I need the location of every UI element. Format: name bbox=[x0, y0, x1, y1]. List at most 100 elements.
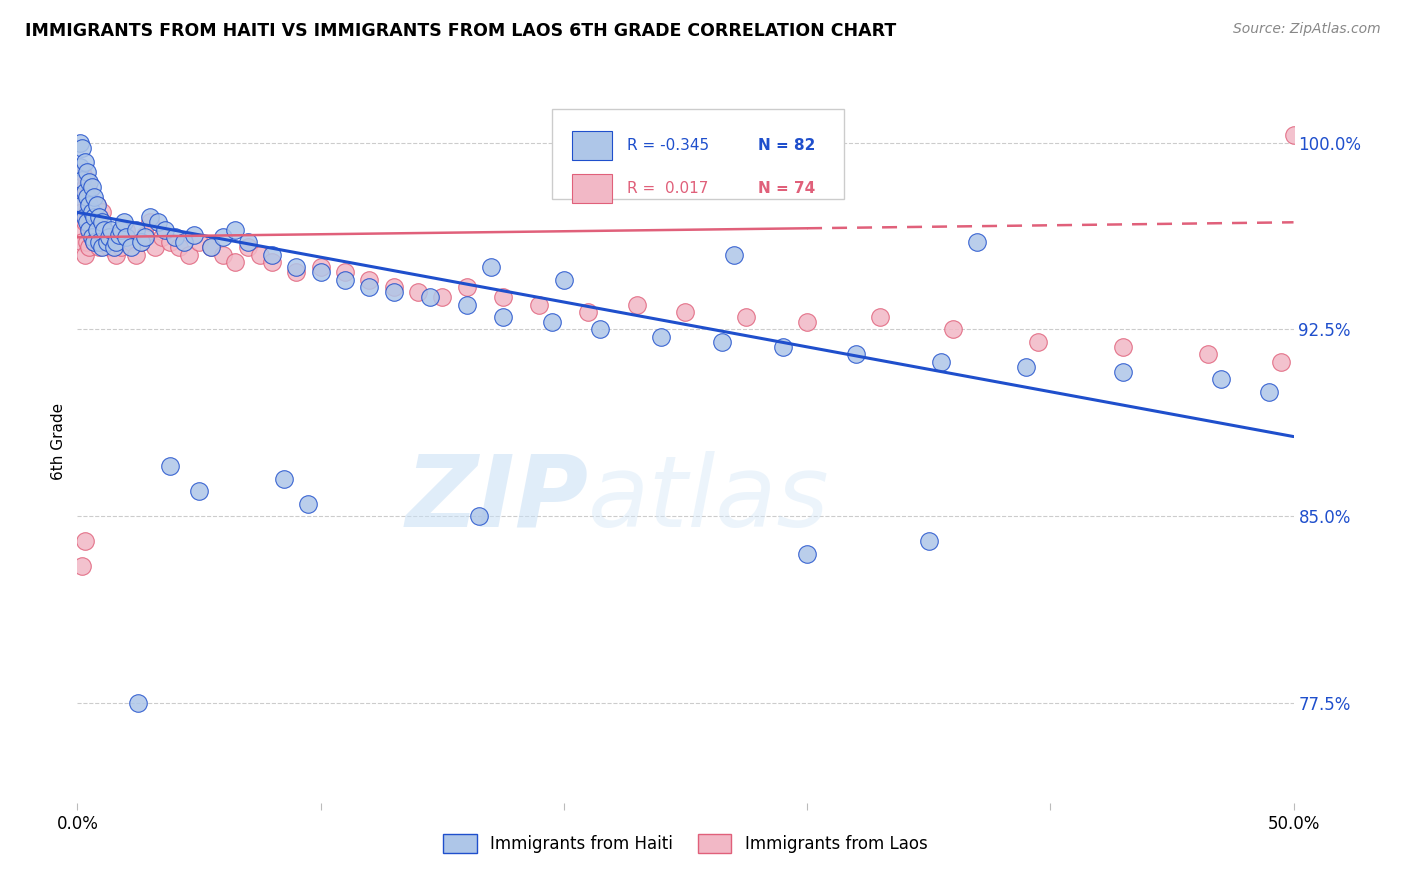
Point bbox=[134, 230, 156, 244]
Point bbox=[79, 198, 101, 212]
Point bbox=[845, 347, 868, 361]
Point bbox=[1026, 334, 1049, 349]
Point bbox=[107, 230, 129, 244]
Point bbox=[224, 255, 246, 269]
Point bbox=[73, 215, 96, 229]
Point bbox=[200, 240, 222, 254]
Point bbox=[333, 272, 356, 286]
Point bbox=[139, 211, 162, 225]
Point bbox=[333, 265, 356, 279]
Point bbox=[76, 235, 98, 250]
Text: R =  0.017: R = 0.017 bbox=[627, 181, 709, 196]
Point bbox=[419, 290, 441, 304]
Point bbox=[273, 472, 295, 486]
Point bbox=[76, 215, 98, 229]
Point bbox=[79, 240, 101, 254]
Point bbox=[86, 230, 108, 244]
Point bbox=[179, 248, 201, 262]
Point bbox=[100, 223, 122, 237]
Point bbox=[249, 248, 271, 262]
Text: N = 74: N = 74 bbox=[758, 181, 815, 196]
Point bbox=[69, 190, 91, 204]
Point bbox=[529, 297, 551, 311]
Point bbox=[430, 290, 453, 304]
Point bbox=[70, 165, 93, 179]
Point bbox=[110, 240, 132, 254]
Point bbox=[69, 161, 91, 175]
Point bbox=[1112, 340, 1135, 354]
Point bbox=[86, 198, 108, 212]
Point bbox=[97, 240, 120, 254]
Point bbox=[467, 509, 489, 524]
Point bbox=[183, 227, 205, 242]
Y-axis label: 6th Grade: 6th Grade bbox=[51, 403, 66, 480]
Point bbox=[105, 248, 128, 262]
Point bbox=[456, 297, 478, 311]
Point bbox=[200, 240, 222, 254]
Point bbox=[359, 280, 381, 294]
Point bbox=[112, 215, 135, 229]
Text: IMMIGRANTS FROM HAITI VS IMMIGRANTS FROM LAOS 6TH GRADE CORRELATION CHART: IMMIGRANTS FROM HAITI VS IMMIGRANTS FROM… bbox=[25, 22, 897, 40]
Point bbox=[96, 235, 118, 250]
Point bbox=[796, 547, 818, 561]
Point bbox=[90, 240, 112, 254]
Point bbox=[796, 315, 818, 329]
Point bbox=[152, 230, 174, 244]
Point bbox=[73, 186, 96, 200]
Point bbox=[1282, 128, 1305, 142]
Point bbox=[86, 198, 108, 212]
Point bbox=[80, 205, 103, 219]
Point bbox=[76, 165, 98, 179]
Point bbox=[589, 322, 612, 336]
Text: N = 82: N = 82 bbox=[758, 137, 815, 153]
Point bbox=[173, 235, 195, 250]
Point bbox=[236, 240, 259, 254]
Point bbox=[626, 297, 648, 311]
Point bbox=[188, 235, 211, 250]
Point bbox=[83, 190, 105, 204]
Point bbox=[73, 211, 96, 225]
Point bbox=[929, 355, 952, 369]
Point bbox=[73, 248, 96, 262]
Point bbox=[492, 290, 515, 304]
Point bbox=[966, 235, 988, 250]
Point bbox=[723, 248, 745, 262]
Point bbox=[143, 240, 166, 254]
Point bbox=[70, 140, 93, 154]
Point bbox=[188, 484, 211, 499]
Text: ZIP: ZIP bbox=[405, 450, 588, 548]
Point bbox=[76, 190, 98, 204]
Point bbox=[127, 696, 149, 710]
Point bbox=[73, 155, 96, 169]
Point bbox=[103, 240, 125, 254]
Point bbox=[285, 265, 308, 279]
Point bbox=[89, 240, 111, 254]
Point bbox=[309, 260, 332, 274]
Point bbox=[110, 223, 132, 237]
Point bbox=[89, 211, 111, 225]
Point bbox=[456, 280, 478, 294]
Point bbox=[479, 260, 502, 274]
Point bbox=[146, 215, 169, 229]
Point bbox=[120, 235, 142, 250]
Point bbox=[540, 315, 562, 329]
Point bbox=[1209, 372, 1232, 386]
Point bbox=[153, 223, 176, 237]
Text: Source: ZipAtlas.com: Source: ZipAtlas.com bbox=[1233, 22, 1381, 37]
Point bbox=[1015, 359, 1038, 374]
Point bbox=[163, 230, 186, 244]
Point bbox=[90, 215, 112, 229]
Point bbox=[70, 235, 93, 250]
Point bbox=[73, 534, 96, 549]
Point bbox=[134, 227, 156, 242]
Point bbox=[70, 173, 93, 187]
Point bbox=[80, 198, 103, 212]
Point bbox=[1270, 355, 1292, 369]
Point bbox=[139, 215, 162, 229]
Point bbox=[212, 230, 235, 244]
Text: R = -0.345: R = -0.345 bbox=[627, 137, 709, 153]
Point bbox=[79, 211, 101, 225]
Point bbox=[129, 235, 152, 250]
Point bbox=[918, 534, 941, 549]
Text: atlas: atlas bbox=[588, 450, 830, 548]
